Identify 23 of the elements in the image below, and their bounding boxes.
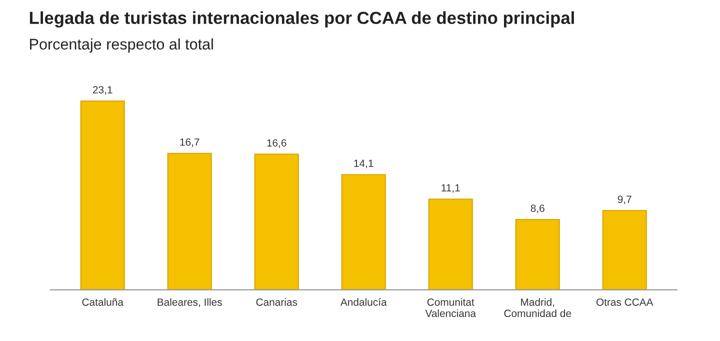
x-tick-label: Cataluña [82, 298, 124, 306]
data-label: 9,7 [618, 196, 632, 204]
data-label: 11,1 [442, 184, 460, 193]
data-label: 23,1 [92, 86, 112, 95]
bar [254, 154, 299, 290]
x-tick-label: Comunitat Valenciana [425, 298, 476, 318]
bar [602, 210, 647, 290]
data-label: 8,6 [530, 204, 544, 214]
data-label: 16,7 [180, 138, 200, 147]
x-tick-label: Madrid, Comunidad de [504, 298, 572, 318]
data-label: 14,1 [354, 160, 374, 168]
bar [515, 219, 560, 290]
x-tick-label: Baleares, Illes [158, 298, 222, 308]
x-tick-label: Canarias [256, 298, 298, 306]
bar [167, 152, 212, 290]
data-label: 16,6 [267, 139, 286, 148]
x-tick-label: Otras CCAA [596, 298, 654, 306]
bar [428, 198, 473, 290]
bar [80, 100, 125, 290]
x-tick-label: Andalucía [340, 298, 387, 306]
chart-subtitle: Porcentaje respecto al total [30, 38, 213, 53]
chart-title: Llegada de turistas internacionales por CCAA de destino principal [30, 11, 574, 28]
bar [341, 174, 386, 290]
